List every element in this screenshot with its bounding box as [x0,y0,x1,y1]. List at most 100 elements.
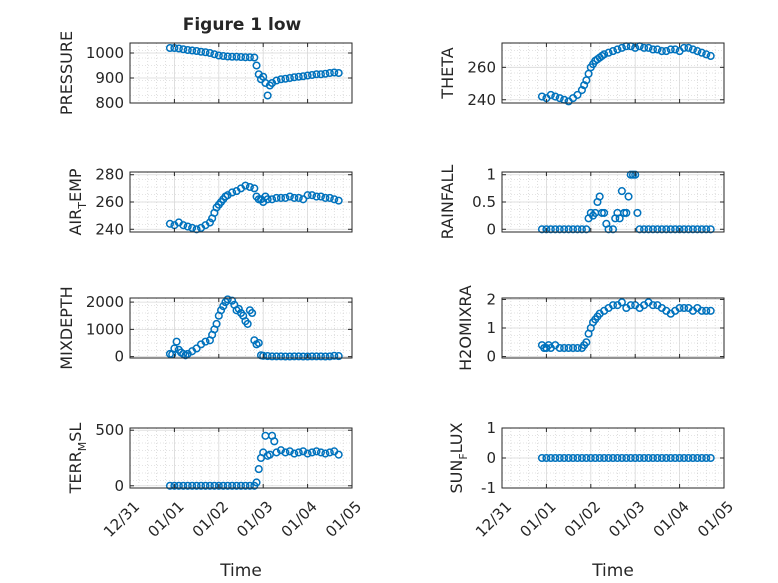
y-axis-label: SUNFLUX [447,422,470,493]
data-point [219,302,228,311]
data-point [241,53,250,62]
data-point [582,453,591,463]
y-tick-label: 0 [486,220,496,238]
data-point [250,53,259,62]
data-point [604,48,613,57]
data-series [537,170,715,234]
data-point [537,225,547,234]
data-point [294,352,303,361]
data-point [615,214,624,223]
data-point [243,319,252,328]
data-point [245,53,254,62]
data-point [196,47,206,56]
data-point [577,453,586,463]
data-point [613,45,622,54]
data-point [312,70,321,79]
y-tick-label: 1000 [86,320,124,338]
y-tick-label: 260 [467,58,496,76]
data-point [219,51,228,61]
data-point [551,225,560,234]
data-point [330,351,339,360]
data-point [595,453,604,463]
data-point [321,352,330,361]
data-point [188,223,197,232]
data-point [564,453,573,463]
data-point [165,481,175,490]
data-point [666,45,675,54]
y-tick-label: 2000 [86,293,124,311]
data-point [560,225,569,234]
data-point [172,337,181,346]
data-point [259,351,268,360]
data-point [679,453,689,463]
y-axis-label-subscript: M [76,442,89,452]
data-point [250,184,259,193]
data-point [188,481,197,490]
data-point [334,352,343,361]
data-point [307,448,317,457]
y-tick-label: 1 [486,166,496,184]
y-axis-label: H2OMIXRA [456,285,475,371]
data-point [303,71,312,80]
subplot-theta: 240 260 THETA [438,42,725,109]
data-point [294,72,303,81]
data-point [573,453,582,463]
data-point [228,188,237,197]
data-point [263,195,272,204]
data-point [183,222,192,231]
data-point [604,453,613,463]
data-point [254,465,263,474]
data-point [272,352,281,361]
y-tick-label: 240 [467,91,496,109]
data-point [223,52,232,61]
data-point [334,196,343,205]
data-point [201,48,210,57]
data-point [192,46,201,56]
data-point [591,453,600,463]
data-point [684,43,693,52]
data-point [586,453,595,463]
data-point [210,50,219,59]
data-point [626,301,635,310]
data-point [653,225,662,234]
data-point [688,453,697,463]
data-point [653,453,662,463]
y-axis-label-rest: SL [66,423,85,442]
data-point [205,218,214,227]
data-point [675,303,684,313]
data-point [624,192,633,201]
y-tick-label: 1 [486,319,496,337]
data-point [201,337,210,346]
y-axis-label: THETA [438,47,457,99]
y-tick-label: 0 [486,449,496,467]
data-point [179,481,188,490]
data-point [662,225,671,234]
data-point [210,481,219,490]
data-point [263,91,272,100]
data-point [640,453,649,463]
data-point [316,70,325,79]
data-point [702,50,711,59]
data-point [546,225,555,234]
data-point [542,225,551,234]
data-point [633,208,642,217]
x-axis-label: Time [219,561,262,581]
data-point [635,225,644,234]
data-point [179,45,188,54]
data-point [595,192,604,201]
data-point [573,90,582,99]
data-point [290,73,299,82]
data-point [600,50,609,59]
data-point [205,48,214,58]
data-point [254,338,263,348]
data-point [546,90,555,99]
data-point [679,43,689,52]
data-point [555,453,564,463]
data-series [537,298,715,353]
data-point [214,51,223,60]
data-point [174,44,183,53]
data-point [573,343,582,353]
data-point [179,221,188,230]
data-point [653,45,662,54]
data-point [693,47,702,56]
